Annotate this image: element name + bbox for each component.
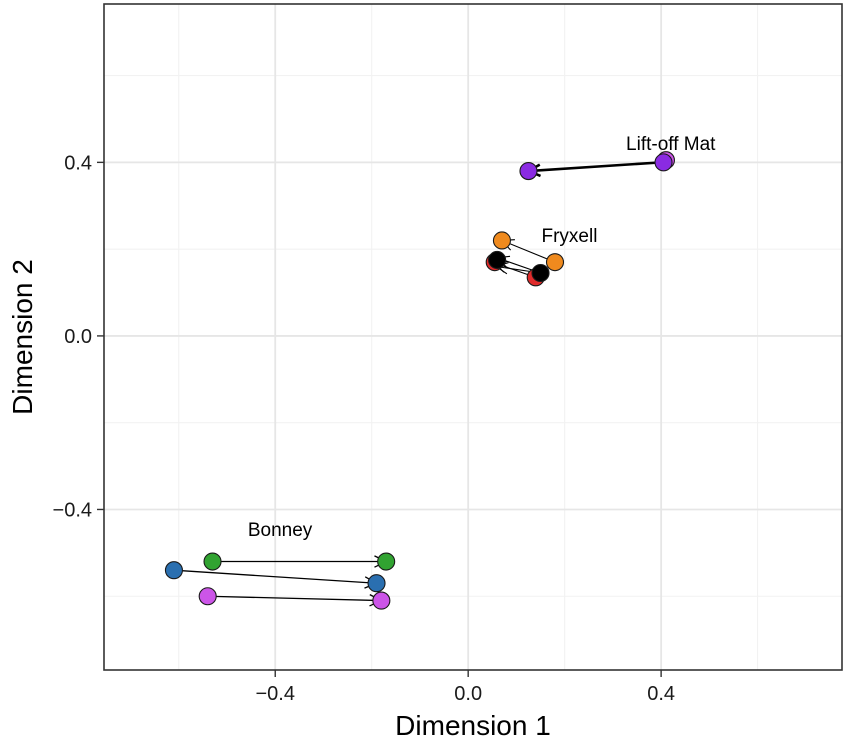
x-axis-ticks: −0.4 0.0 0.4 [255,670,675,705]
data-point [164,561,183,580]
arrow-shaft [501,239,556,263]
data-point [367,574,386,593]
y-tick-label: 0.0 [64,326,92,348]
y-axis-title: Dimension 2 [7,259,38,415]
x-tick-label: 0.0 [454,683,482,705]
data-point [492,231,511,250]
group-annotation: Bonney [248,520,313,541]
x-axis-title: Dimension 1 [395,710,551,741]
data-point [377,552,396,571]
data-point [372,591,391,610]
points-layer [164,151,675,610]
data-point [519,161,538,181]
data-point [654,153,673,172]
y-tick-label: −0.4 [53,499,92,521]
x-tick-label: 0.4 [647,683,675,705]
y-tick-label: 0.4 [64,152,92,174]
annotations-layer: Lift-off Mat Fryxell Bonney [248,134,716,541]
data-point [545,253,565,272]
data-point [488,250,507,270]
data-point [203,552,222,571]
major-grid [104,4,842,670]
data-point [531,263,550,283]
group-annotation: Lift-off Mat [626,134,716,155]
y-axis-ticks: −0.4 0.0 0.4 [53,152,104,521]
minor-grid [104,4,842,670]
arrow-shaft [207,595,383,602]
plot-border [103,3,843,671]
data-point [198,587,217,606]
arrow-shaft [173,569,378,584]
arrow-shaft [527,161,663,173]
plot-panel [104,4,842,670]
group-annotation: Fryxell [541,226,597,247]
x-tick-label: −0.4 [255,683,294,705]
